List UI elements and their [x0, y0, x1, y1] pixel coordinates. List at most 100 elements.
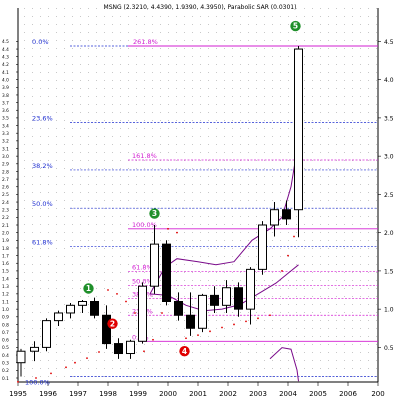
sar-dot — [86, 357, 88, 360]
left-tick-label: 2.0 — [2, 230, 9, 236]
candle-body-up — [16, 350, 26, 364]
fib-extension-label: 261.8% — [133, 38, 158, 46]
left-tick-label: 3.6 — [2, 108, 9, 114]
channel-lower-line — [149, 264, 299, 312]
right-price-axis: 0.5 1.0 1.5 2.0 2.5 3.0 3.5 4.0 4.5 — [378, 39, 394, 352]
left-tick-label: 2.9 — [2, 162, 9, 168]
left-tick-label: 3.2 — [2, 139, 9, 145]
x-tick-label: 2001 — [189, 390, 207, 398]
sar-dot — [167, 227, 169, 230]
fib-extension-label: 61.8% — [132, 264, 153, 272]
candle-body-up — [126, 340, 135, 355]
x-tick-label: 1995 — [9, 390, 27, 398]
sar-dot — [107, 289, 109, 291]
fib-retracement-label: 50.0% — [32, 200, 53, 208]
left-tick-label: 2.2 — [2, 215, 9, 221]
wave-label-number: 3 — [152, 209, 157, 218]
candlestick-series — [16, 45, 303, 377]
left-tick-label: 4.3 — [2, 55, 9, 61]
left-tick-label: 0.2 — [2, 368, 9, 374]
candle-body-up — [294, 48, 303, 211]
x-tick-label: 2003 — [249, 390, 267, 398]
left-tick-label: 3.1 — [2, 146, 9, 152]
right-tick-label: 1.5 — [384, 268, 394, 275]
sar-dot — [161, 312, 163, 314]
candle-body-down — [210, 294, 219, 306]
sar-dot — [197, 334, 199, 337]
chart-title: MSNG (2.3210, 4.4390, 1.9390, 4.3950), P… — [104, 4, 297, 11]
left-tick-label: 1.7 — [2, 253, 9, 259]
left-tick-label: 2.3 — [2, 208, 9, 214]
sar-dot — [233, 323, 235, 326]
sar-dot — [134, 312, 136, 314]
sar-dot — [209, 330, 211, 333]
candle-body-up — [78, 301, 87, 306]
left-tick-label: 0.6 — [2, 338, 9, 344]
indicator-lines — [149, 140, 299, 382]
left-tick-label: 1.8 — [2, 246, 9, 252]
x-tick-label: 2000 — [159, 390, 177, 398]
right-tick-label: 0.5 — [384, 345, 394, 352]
x-tick-label: 1996 — [39, 390, 57, 398]
candle-body-up — [54, 312, 63, 322]
left-tick-label: 3.8 — [2, 93, 9, 99]
left-tick-label: 3.4 — [2, 123, 9, 129]
candle-body-up — [222, 287, 231, 306]
candle-body-up — [198, 294, 207, 329]
left-tick-label: 4.0 — [2, 77, 9, 83]
x-axis: 1995 1996 1997 1998 1999 2000 2001 2002 2003 2004… — [9, 382, 385, 398]
right-tick-label: 2.0 — [384, 230, 394, 237]
candle-body-up — [66, 304, 75, 314]
candle-body-down — [102, 314, 111, 345]
left-tick-label: 4.1 — [2, 70, 9, 76]
sar-dot — [98, 351, 100, 353]
left-tick-label: 4.5 — [2, 39, 9, 45]
sar-dot — [152, 338, 154, 341]
left-tick-label: 1.6 — [2, 261, 9, 267]
left-tick-label: 3.5 — [2, 116, 9, 122]
candle-body-up — [150, 243, 159, 287]
fib-extension-label: 100.0% — [132, 221, 157, 229]
wave-label-circle — [149, 208, 160, 219]
wave-label-circle — [107, 318, 118, 329]
sar-dot — [281, 270, 283, 272]
left-tick-label: 1.0 — [2, 307, 9, 313]
left-tick-label: 2.8 — [2, 169, 9, 175]
sar-dot — [17, 380, 19, 383]
left-tick-label: 1.1 — [2, 299, 9, 305]
x-tick-label: 2006 — [339, 390, 357, 398]
x-tick-label: 2005 — [309, 390, 327, 398]
wave-label-circle — [83, 283, 94, 294]
x-tick-label: 2002 — [219, 390, 237, 398]
sar-dot — [74, 361, 76, 364]
left-tick-label: 1.5 — [2, 269, 9, 275]
x-tick-label: 1999 — [129, 390, 147, 398]
left-tick-label: 0.9 — [2, 315, 9, 321]
left-tick-label: 1.3 — [2, 284, 9, 290]
left-tick-label: 2.1 — [2, 223, 9, 229]
sar-dot — [245, 320, 247, 323]
left-tick-label: 2.5 — [2, 192, 9, 198]
left-tick-label: 0.8 — [2, 322, 9, 328]
right-tick-label: 4.0 — [384, 77, 394, 84]
candle-body-down — [162, 243, 171, 302]
parabolic-sar-series — [17, 227, 295, 383]
sar-dot — [50, 372, 52, 375]
wave-label-number: 5 — [293, 22, 298, 31]
wave-label-number: 4 — [182, 347, 187, 356]
left-tick-label: 1.9 — [2, 238, 9, 244]
left-tick-label: 1.2 — [2, 292, 9, 298]
left-tick-label: 3.3 — [2, 131, 9, 137]
candle-body-down — [234, 287, 243, 310]
sar-dot — [116, 292, 118, 295]
sar-dot — [65, 366, 67, 369]
wave-label-circle — [179, 346, 190, 357]
sar-dot — [269, 314, 271, 317]
sar-dot — [257, 317, 259, 320]
wave-label-circle — [290, 20, 301, 32]
sar-dot — [35, 377, 37, 379]
elliott-wave-labels: 1 2 3 4 5 — [83, 20, 301, 357]
lower-panel-line — [269, 347, 299, 382]
